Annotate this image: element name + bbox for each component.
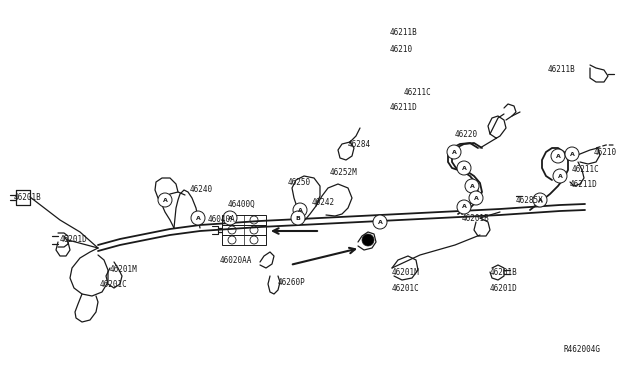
Circle shape — [447, 145, 461, 159]
Text: 46242: 46242 — [312, 198, 335, 207]
Text: 46211C: 46211C — [572, 165, 600, 174]
Text: 46201D: 46201D — [490, 284, 518, 293]
Text: 46201B: 46201B — [14, 193, 42, 202]
Text: 46201D: 46201D — [60, 235, 88, 244]
Text: 46211B: 46211B — [548, 65, 576, 74]
Text: A: A — [557, 173, 563, 179]
Circle shape — [373, 215, 387, 229]
Text: 46201C: 46201C — [392, 284, 420, 293]
Text: 46040A: 46040A — [208, 215, 236, 224]
Circle shape — [469, 191, 483, 205]
Text: 46400Q: 46400Q — [228, 200, 256, 209]
Text: A: A — [474, 196, 479, 201]
Text: 46240: 46240 — [190, 185, 213, 194]
Circle shape — [565, 147, 579, 161]
Circle shape — [158, 193, 172, 207]
Text: 46211C: 46211C — [404, 88, 432, 97]
Text: A: A — [461, 205, 467, 209]
Text: 46201B: 46201B — [490, 268, 518, 277]
Circle shape — [553, 169, 567, 183]
Circle shape — [457, 161, 471, 175]
Text: A: A — [298, 208, 303, 212]
Text: A: A — [570, 151, 575, 157]
Bar — [222, 215, 266, 225]
Text: 46252M: 46252M — [330, 168, 358, 177]
Text: 46260P: 46260P — [278, 278, 306, 287]
Text: 46220: 46220 — [455, 130, 478, 139]
Text: 46201M: 46201M — [110, 265, 138, 274]
Text: R462004G: R462004G — [564, 345, 601, 354]
Circle shape — [291, 211, 305, 225]
Text: A: A — [163, 198, 168, 202]
Text: 46211B: 46211B — [390, 28, 418, 37]
Circle shape — [533, 193, 547, 207]
Text: 46211D: 46211D — [570, 180, 598, 189]
Text: 46210: 46210 — [390, 45, 413, 54]
Circle shape — [551, 149, 565, 163]
Text: 46250: 46250 — [288, 178, 311, 187]
Text: B: B — [296, 215, 300, 221]
Text: 46211D: 46211D — [390, 103, 418, 112]
Bar — [222, 235, 266, 245]
Text: 46201B: 46201B — [462, 214, 490, 223]
Circle shape — [362, 234, 374, 246]
Text: A: A — [228, 215, 232, 221]
Text: A: A — [461, 166, 467, 170]
Circle shape — [223, 211, 237, 225]
Text: A: A — [538, 198, 543, 202]
Text: A: A — [470, 183, 474, 189]
Bar — [222, 225, 266, 235]
Circle shape — [191, 211, 205, 225]
Circle shape — [465, 179, 479, 193]
Text: A: A — [378, 219, 383, 224]
Text: 46210: 46210 — [594, 148, 617, 157]
Text: 46201M: 46201M — [392, 268, 420, 277]
Text: 46020AA: 46020AA — [220, 256, 252, 265]
Text: A: A — [196, 215, 200, 221]
Text: 46285X: 46285X — [516, 196, 544, 205]
Text: A: A — [556, 154, 561, 158]
Text: 46284: 46284 — [348, 140, 371, 149]
Circle shape — [293, 203, 307, 217]
Text: 46201C: 46201C — [100, 280, 128, 289]
Text: A: A — [452, 150, 456, 154]
Circle shape — [457, 200, 471, 214]
